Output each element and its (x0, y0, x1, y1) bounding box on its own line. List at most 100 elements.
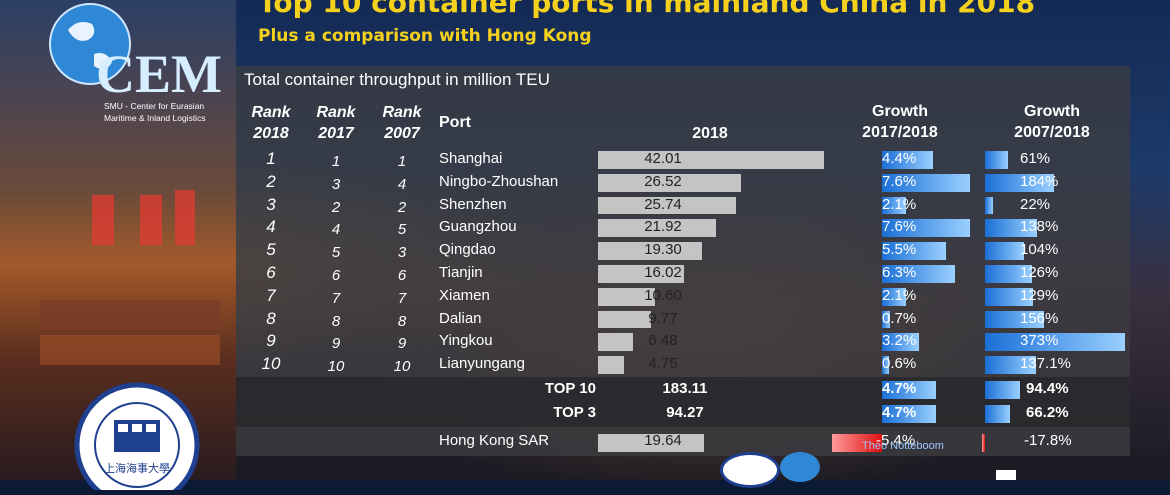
port-name: Qingdao (439, 241, 496, 259)
header-rank-2017: Rank 2017 (316, 104, 356, 142)
rank-2017-cell: 7 (331, 289, 341, 307)
footer-smu-logo (720, 452, 780, 488)
teu-bar (598, 196, 737, 215)
smu-seal: 上海海事大學 (72, 380, 202, 495)
growth-0718-value: 61% (1020, 150, 1051, 167)
rank-2017-cell: 9 (331, 335, 341, 353)
totals-band (236, 377, 1130, 427)
total-teu: 94.27 (666, 404, 704, 421)
teu-value: 42.01 (644, 150, 682, 167)
growth-1718-value: 7.6% (882, 172, 917, 190)
total-growth-1718-value: 4.7% (882, 404, 917, 421)
port-name: Dalian (439, 309, 482, 327)
total-growth-0718-bar (985, 381, 1021, 399)
teu-bar (598, 265, 685, 283)
growth-1718-bar (882, 333, 920, 352)
total-growth-0718-value: 94.4% (1026, 380, 1069, 397)
growth-0718-value: 129% (1020, 286, 1059, 304)
rank-2007-cell: 8 (397, 312, 407, 330)
comparison-teu-value: 19.64 (644, 432, 682, 449)
rank-2018-cell: 2 (266, 171, 276, 191)
growth-1718-value: 2.1% (882, 195, 917, 213)
growth-0718-bar (985, 173, 1055, 192)
comparison-growth-0718-bar (981, 434, 985, 452)
rank-2018-cell: 4 (266, 217, 276, 237)
rank-2018-cell: 3 (266, 194, 276, 214)
teu-bar (598, 287, 656, 306)
teu-value: 9.77 (648, 309, 678, 327)
teu-value: 19.30 (644, 241, 682, 259)
port-name: Ningbo-Zhoushan (439, 172, 559, 190)
logo-subtext: SMU - Center for Eurasian Maritime & Inl… (104, 100, 206, 124)
rank-2007-cell: 2 (397, 198, 407, 216)
growth-1718-bar (882, 219, 970, 238)
comparison-growth-1718-bar (831, 434, 882, 452)
teu-value: 4.75 (648, 355, 678, 373)
rank-2018-cell: 1 (266, 149, 276, 168)
teu-value: 21.92 (644, 218, 682, 236)
growth-0718-value: 156% (1020, 309, 1059, 327)
teu-bar (598, 151, 824, 169)
growth-1718-value: 0.6% (882, 355, 917, 373)
growth-1718-value: 0.7% (882, 309, 917, 327)
rank-2018-cell: 5 (266, 240, 276, 260)
teu-bar (598, 333, 633, 352)
growth-1718-value: 4.4% (882, 150, 917, 167)
growth-0718-bar (985, 151, 1008, 169)
port-name: Shenzhen (439, 195, 507, 213)
header-growth-1718: Growth 2017/2018 (862, 103, 938, 141)
total-teu: 183.11 (662, 380, 708, 397)
rank-2007-cell: 6 (397, 267, 407, 284)
rank-2007-cell: 7 (397, 289, 407, 307)
header-growth-0718: Growth 2007/2018 (1014, 103, 1090, 141)
growth-0718-bar (985, 219, 1037, 238)
growth-0718-value: 138% (1020, 218, 1059, 236)
growth-0718-bar (985, 333, 1125, 352)
rank-2018-cell: 8 (266, 308, 276, 328)
header-port: Port (439, 114, 471, 131)
growth-1718-bar (882, 151, 933, 169)
rank-2017-cell: 3 (331, 175, 341, 193)
port-name: Tianjin (439, 264, 483, 281)
rank-2018-cell: 10 (261, 354, 281, 374)
total-growth-0718-value: 66.2% (1026, 404, 1069, 421)
growth-0718-bar (985, 196, 994, 215)
rank-2017-cell: 8 (331, 312, 341, 330)
teu-bar (598, 356, 624, 374)
growth-1718-bar (882, 196, 907, 215)
growth-0718-bar (985, 242, 1025, 260)
total-growth-1718-bar (882, 381, 937, 399)
footer-cemil-logo (780, 452, 820, 482)
rank-2007-cell: 5 (397, 221, 407, 239)
logo-line-1: SMU - Center for Eurasian (104, 101, 205, 111)
logo-line-2: Maritime & Inland Logistics (104, 113, 206, 123)
port-name: Lianyungang (439, 355, 525, 373)
rank-2018-cell: 7 (266, 285, 276, 305)
teu-bar (598, 173, 741, 192)
rank-2018-cell: 9 (266, 331, 276, 351)
growth-0718-bar (985, 265, 1033, 283)
growth-1718-bar (882, 265, 955, 283)
growth-1718-bar (882, 287, 907, 306)
teu-bar (598, 310, 651, 329)
port-name: Shanghai (439, 150, 503, 167)
header-rank-2007: Rank 2007 (382, 104, 422, 142)
growth-0718-value: 184% (1020, 172, 1059, 190)
page-subtitle: Plus a comparison with Hong Kong (258, 26, 592, 46)
teu-value: 6.48 (648, 332, 678, 350)
footer-author: Theo Notteboom (862, 440, 944, 452)
growth-0718-value: 22% (1020, 195, 1051, 213)
rank-2007-cell: 1 (397, 153, 407, 170)
comparison-growth-1718-value: -5.4% (876, 432, 916, 449)
rank-2017-cell: 5 (331, 244, 341, 262)
total-growth-1718-value: 4.7% (882, 380, 917, 397)
growth-1718-value: 6.3% (882, 264, 917, 281)
growth-1718-value: 7.6% (882, 218, 917, 236)
port-name: Xiamen (439, 286, 490, 304)
comparison-port: Hong Kong SAR (439, 432, 550, 449)
rank-2017-cell: 1 (331, 153, 341, 170)
growth-0718-value: 126% (1020, 264, 1059, 281)
total-label: TOP 10 (544, 380, 596, 397)
total-growth-1718-bar (882, 405, 937, 423)
rank-2007-cell: 10 (393, 358, 411, 376)
